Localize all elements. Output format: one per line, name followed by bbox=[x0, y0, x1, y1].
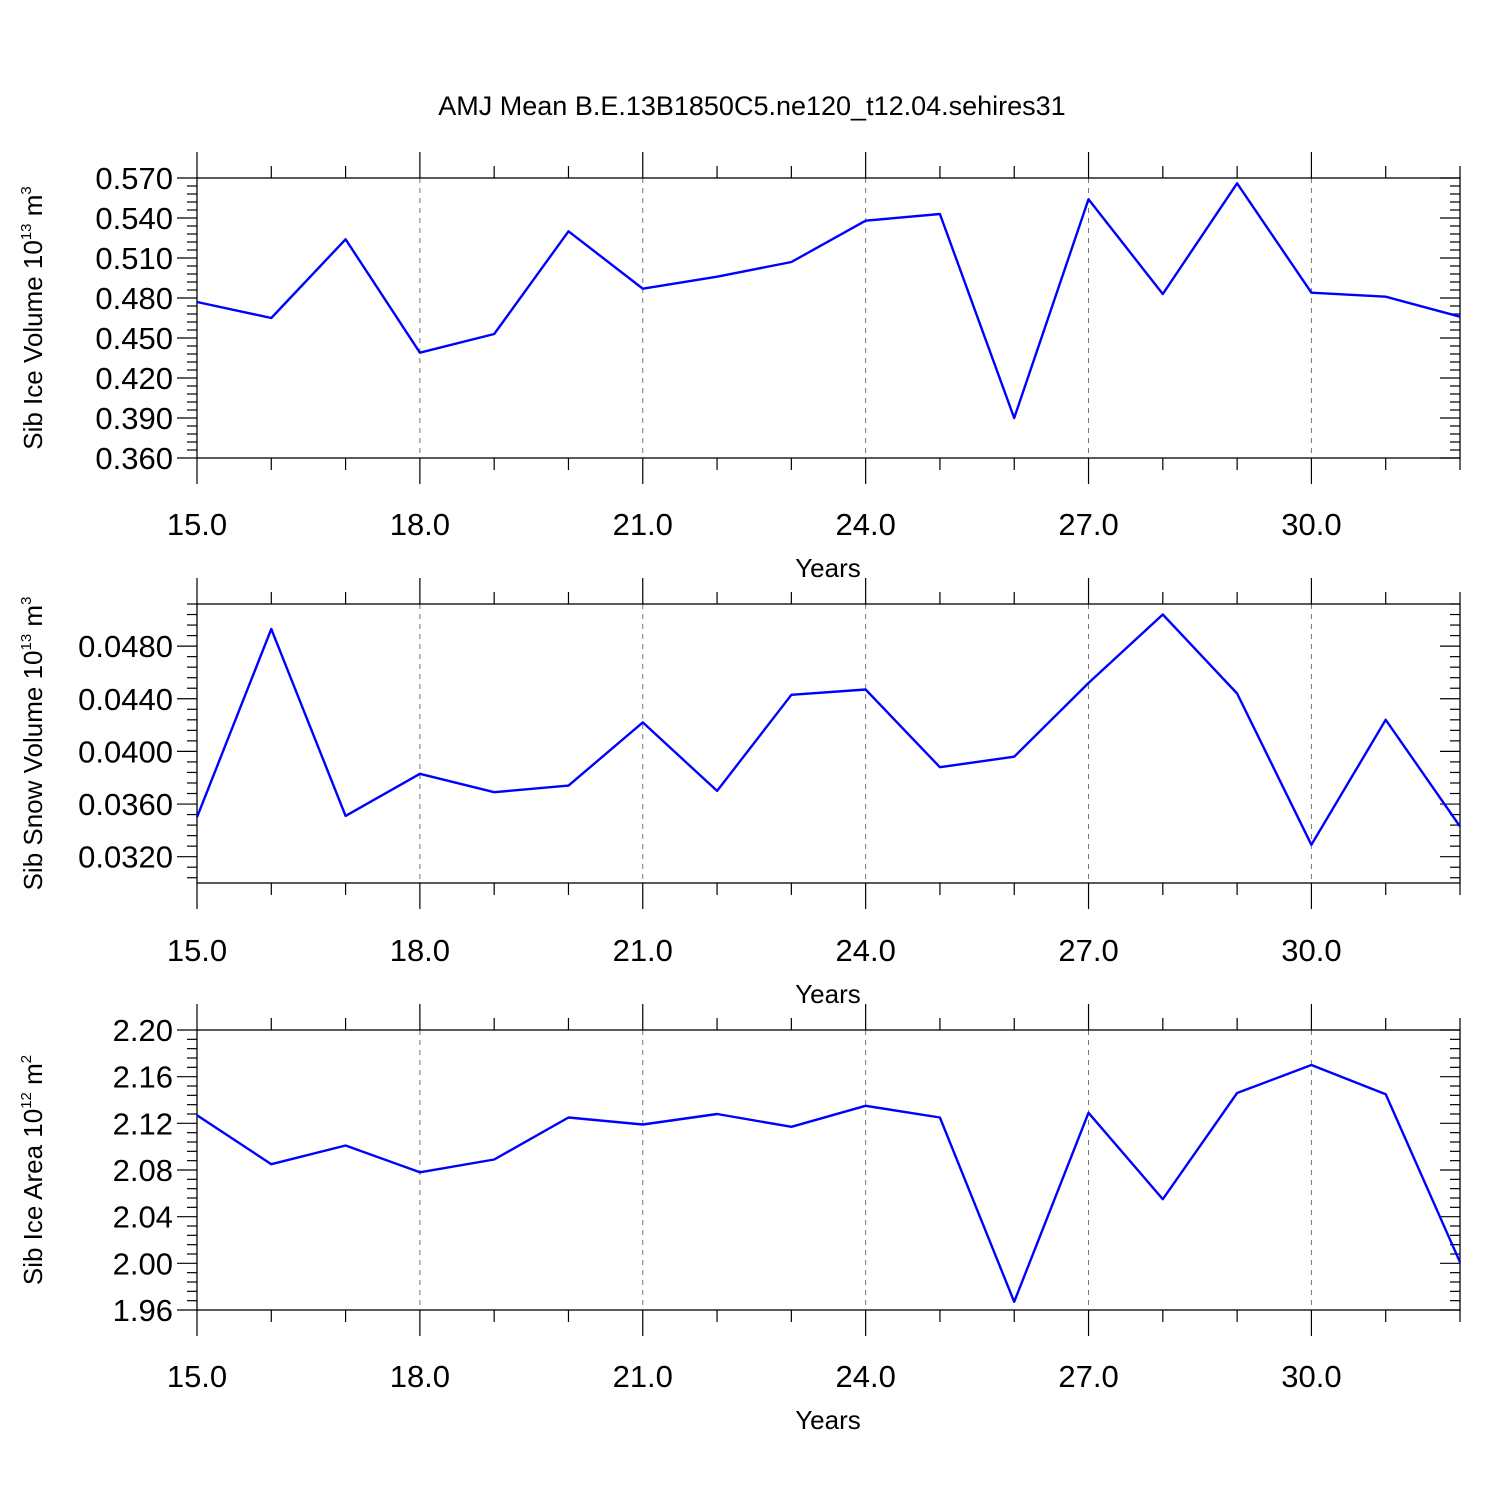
plot-frame bbox=[196, 1029, 1461, 1311]
x-tick-label: 15.0 bbox=[167, 1359, 227, 1394]
y-axis-label: Sib Ice Area 1012 m2 bbox=[18, 1055, 48, 1285]
y-tick-label: 2.04 bbox=[113, 1200, 173, 1235]
y-tick-label: 1.96 bbox=[113, 1293, 173, 1328]
x-tick-label: 27.0 bbox=[1058, 1359, 1118, 1394]
x-tick-label: 24.0 bbox=[835, 1359, 895, 1394]
y-tick-label: 0.0320 bbox=[78, 840, 173, 875]
y-tick-label: 0.540 bbox=[95, 201, 173, 236]
y-tick-label: 2.08 bbox=[113, 1153, 173, 1188]
y-tick-label: 0.0480 bbox=[78, 629, 173, 664]
x-tick-label: 27.0 bbox=[1058, 507, 1118, 542]
chart-panel-1: 15.0 18.0 21.0 24.0 27.0 30.0 0.360 0.390 0.420 0… bbox=[18, 152, 1461, 583]
series-line bbox=[195, 613, 1461, 846]
x-tick-label: 21.0 bbox=[613, 933, 673, 968]
series-line bbox=[196, 182, 1461, 420]
x-tick-label: 15.0 bbox=[167, 933, 227, 968]
chart-panel-2: 15.0 18.0 21.0 24.0 27.0 30.0 0.0320 0.0360 0.04… bbox=[18, 578, 1461, 1009]
y-tick-label: 0.0400 bbox=[78, 734, 173, 769]
y-tick-label: 0.0360 bbox=[78, 787, 173, 822]
y-tick-label: 0.450 bbox=[95, 321, 173, 356]
y-tick-label: 0.480 bbox=[95, 281, 173, 316]
y-tick-label: 0.0440 bbox=[78, 682, 173, 717]
x-tick-label: 18.0 bbox=[390, 933, 450, 968]
x-tick-label: 18.0 bbox=[390, 507, 450, 542]
x-axis-label: Years bbox=[795, 553, 861, 583]
y-tick-label: 0.420 bbox=[95, 361, 173, 396]
x-tick-label: 30.0 bbox=[1281, 1359, 1341, 1394]
y-tick-label: 0.360 bbox=[95, 441, 173, 476]
x-axis-label: Years bbox=[795, 979, 861, 1009]
series-line bbox=[196, 1063, 1462, 1304]
chart-panel-3: 15.0 18.0 21.0 24.0 27.0 30.0 1.96 2.00 2.04 2.08… bbox=[18, 1004, 1462, 1435]
x-tick-label: 21.0 bbox=[613, 507, 673, 542]
y-tick-label: 2.20 bbox=[113, 1013, 173, 1048]
x-tick-label: 21.0 bbox=[613, 1359, 673, 1394]
y-axis-label: Sib Ice Volume 1013 m3 bbox=[18, 186, 48, 450]
y-tick-label: 2.12 bbox=[113, 1106, 173, 1141]
x-tick-label: 18.0 bbox=[390, 1359, 450, 1394]
y-tick-label: 0.510 bbox=[95, 241, 173, 276]
y-tick-label: 0.570 bbox=[95, 161, 173, 196]
y-tick-label: 0.390 bbox=[95, 401, 173, 436]
chart-title: AMJ Mean B.E.13B1850C5.ne120_t12.04.sehi… bbox=[438, 91, 1065, 121]
x-tick-label: 30.0 bbox=[1281, 507, 1341, 542]
x-tick-label: 24.0 bbox=[835, 933, 895, 968]
x-tick-label: 15.0 bbox=[167, 507, 227, 542]
y-tick-label: 2.00 bbox=[113, 1246, 173, 1281]
x-tick-label: 24.0 bbox=[835, 507, 895, 542]
x-tick-label: 27.0 bbox=[1058, 933, 1118, 968]
plot-frame bbox=[196, 603, 1461, 884]
plot-frame bbox=[196, 177, 1461, 459]
x-tick-label: 30.0 bbox=[1281, 933, 1341, 968]
y-tick-label: 2.16 bbox=[113, 1060, 173, 1095]
chart-panels: 15.0 18.0 21.0 24.0 27.0 30.0 0.360 0.390 0.420 0… bbox=[18, 152, 1462, 1435]
x-axis-label: Years bbox=[795, 1405, 861, 1435]
y-axis-label: Sib Snow Volume 1013 m3 bbox=[18, 597, 48, 891]
